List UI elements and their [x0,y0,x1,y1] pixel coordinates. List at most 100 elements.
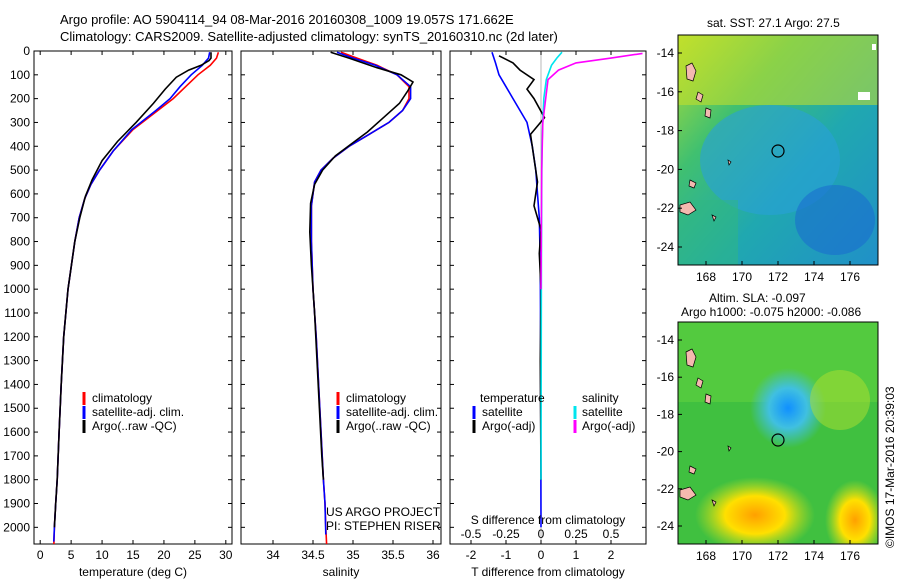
depth-tick-label: 200 [10,92,30,106]
legend-title-salinity: salinity [582,391,619,405]
map-xtick-label: 168 [696,549,716,563]
pi-label: PI: STEPHEN RISER [326,519,441,533]
project-label: US ARGO PROJECT [326,505,441,519]
difference-series-group [491,51,643,528]
temperature-xtick-label: 5 [68,548,75,562]
depth-tick-label: 1200 [3,330,30,344]
salinity-xtick-label: 34 [266,548,280,562]
difference-xlabel: T difference from climatology [471,565,625,579]
map-ytick-label: -20 [657,162,675,176]
depth-tick-label: 300 [10,115,30,129]
map-xtick-label: 172 [768,549,788,563]
map-ytick-label: -18 [657,124,675,138]
temperature-xtick-label: 25 [188,548,202,562]
depth-tick-label: 1100 [4,306,30,320]
temperature-xtick-label: 20 [157,548,171,562]
map-ytick-label: -22 [657,482,675,496]
temperature-xtick-label: 10 [95,548,109,562]
salinity-xlabel: salinity [323,565,360,579]
salinity-series-2 [308,51,415,480]
salinity-panel: 34 34.5 35 35.5 36 salinity [240,50,442,579]
depth-tick-label: 100 [10,68,30,82]
map-xtick-label: 176 [840,270,860,284]
difference-x2tick-label: 0.25 [564,527,588,541]
legend-label-satellite: satellite-adj. clim. [92,405,184,419]
sst-map-axes: -14 -16 -18 -20 -22 -24 168 170 172 174 176 [657,46,861,284]
map-xtick-label: 174 [804,270,824,284]
depth-tick-label: 600 [10,187,30,201]
depth-tick-label: 1800 [3,473,30,487]
legend-label-t-argo: Argo(-adj) [482,419,535,433]
legend-label-t-satellite: satellite [482,405,523,419]
sla-map-title2: Argo h1000: -0.075 h2000: -0.086 [681,305,861,319]
depth-tick-label: 0 [23,44,30,58]
legend-label-satellite: satellite-adj. clim. [346,405,438,419]
depth-tick-label: 1700 [3,449,30,463]
depth-tick-label: 1500 [3,401,30,415]
figure-title-line1: Argo profile: AO 5904114_94 08-Mar-2016 … [60,12,514,27]
argo-position-marker [771,433,785,447]
temperature-xlabel: temperature (deg C) [79,565,187,579]
difference-series-1 [498,55,546,480]
depth-tick-label: 900 [10,258,30,272]
legend-label-climatology: climatology [346,391,406,405]
difference-xtick-label: -2 [466,548,477,562]
map-xtick-label: 170 [732,549,752,563]
salinity-xtick-label: 35 [346,548,360,562]
temperature-series-group [53,51,220,544]
figure-title-line2: Climatology: CARS2009. Satellite-adjuste… [60,29,558,44]
map-xtick-label: 168 [696,270,716,284]
legend-label-s-argo: Argo(-adj) [582,419,635,433]
depth-tick-label: 400 [10,139,30,153]
map-ytick-label: -14 [657,333,675,347]
difference-x2tick-label: -0.25 [492,527,520,541]
temperature-panel: 0 5 10 15 20 25 30 temperature (deg C) 0 100 200 30… [3,44,233,579]
legend-label-climatology: climatology [92,391,152,405]
map-xtick-label: 176 [840,549,860,563]
map-ytick-label: -16 [657,370,675,384]
sst-map-title: sat. SST: 27.1 Argo: 27.5 [707,16,840,30]
depth-tick-label: 1000 [3,282,30,296]
depth-tick-label: 1600 [3,425,30,439]
temperature-xtick-label: 0 [37,548,44,562]
difference-x2label: S difference from climatology [471,513,626,527]
legend-label-argo: Argo(..raw -QC) [346,419,431,433]
depth-tick-label: 700 [10,211,30,225]
legend-label-s-satellite: satellite [582,405,623,419]
salinity-plot-frame [240,50,442,545]
depth-tick-label: 1400 [3,377,30,391]
salinity-xtick-label: 36 [426,548,440,562]
salinity-legend: climatology satellite-adj. clim. Argo(..… [336,391,438,433]
map-xtick-label: 174 [804,549,824,563]
temperature-series-2 [53,52,212,528]
salinity-xtick-label: 35.5 [381,548,405,562]
depth-tick-label: 800 [10,235,30,249]
copyright-label: ©IMOS 17-Mar-2016 20:39:03 [883,386,897,548]
difference-xtick-label: 1 [573,548,580,562]
legend-label-argo: Argo(..raw -QC) [92,419,177,433]
sla-map-axes: -14 -16 -18 -20 -22 -24 168 170 172 174 176 [657,333,861,563]
map-xtick-label: 172 [768,270,788,284]
sla-map [677,321,879,545]
difference-xtick-label: 2 [608,548,615,562]
map-ytick-label: -18 [657,407,675,421]
salinity-xtick-label: 34.5 [301,548,325,562]
depth-tick-label: 2000 [3,520,30,534]
difference-xtick-label: -1 [501,548,512,562]
map-ytick-label: -20 [657,445,675,459]
temperature-legend: climatology satellite-adj. clim. Argo(..… [82,391,184,433]
difference-x2tick-label: 0 [538,527,545,541]
map-ytick-label: -22 [657,201,675,215]
difference-legend: temperature satellite Argo(-adj) salinit… [472,391,635,433]
temperature-xtick-label: 15 [126,548,140,562]
map-ytick-label: -24 [657,240,675,254]
difference-panel: -2 -1 0 1 2 T difference from climatology -0.5… [449,50,647,579]
difference-xtick-label: 0 [538,548,545,562]
land-shapes [679,62,732,222]
depth-tick-label: 1900 [3,497,30,511]
salinity-series-group [308,51,415,544]
map-ytick-label: -14 [657,46,675,60]
land-shapes [679,348,732,507]
difference-x2tick-label: 0.5 [603,527,620,541]
